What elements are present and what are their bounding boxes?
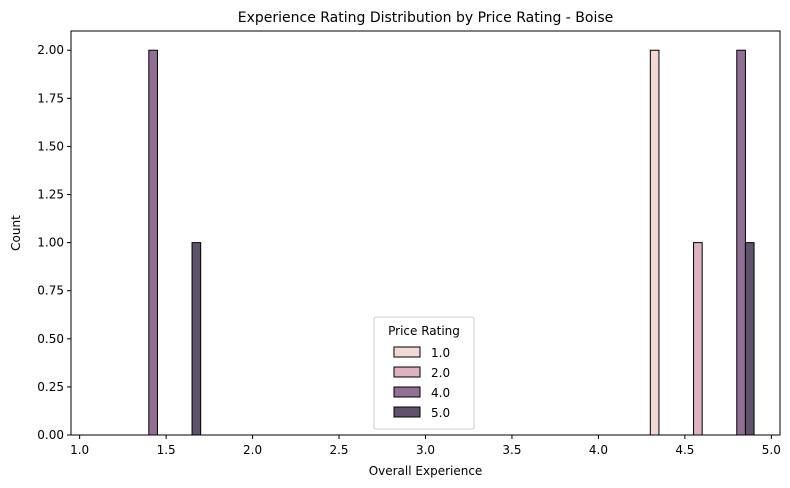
legend-swatch-2.0	[393, 366, 421, 378]
legend-title: Price Rating	[388, 324, 460, 338]
y-tick-label: 1.00	[37, 236, 64, 250]
y-tick-label: 2.00	[37, 43, 64, 57]
plot-area: 1.0 1.5 2.0 2.5 3.0 3.5 4.0 4.5 5.0 0.00 0.25 0.50 0…	[37, 30, 781, 457]
x-tick-label: 5.0	[762, 443, 781, 457]
y-tick-label: 0.00	[37, 428, 64, 442]
legend-swatch-1.0	[393, 346, 421, 358]
y-tick-label: 0.75	[37, 284, 64, 298]
bar-series-1.0-bin-16	[649, 49, 660, 436]
x-tick-label: 3.5	[502, 443, 521, 457]
legend-label-2.0: 2.0	[431, 366, 450, 380]
bar-series-2.0-bin-17	[693, 242, 703, 436]
legend-box	[373, 316, 475, 430]
y-tick-label: 0.25	[37, 380, 64, 394]
bar-series-4.0-bin-18	[736, 49, 746, 436]
x-tick-label: 2.5	[329, 443, 348, 457]
x-tick-label: 4.0	[589, 443, 608, 457]
y-axis-label: Count	[9, 215, 23, 251]
legend-label-1.0: 1.0	[431, 346, 450, 360]
bar-series-4.0-bin-1	[148, 49, 158, 436]
x-tick-label: 1.0	[70, 443, 89, 457]
bar-series-5.0-bin-2	[191, 242, 202, 436]
x-tick-label: 1.5	[157, 443, 176, 457]
legend-label-5.0: 5.0	[431, 406, 450, 420]
x-tick-label: 2.0	[243, 443, 262, 457]
bar-series-5.0-bin-18	[744, 242, 755, 436]
legend-swatch-4.0	[393, 386, 421, 398]
x-tick-label: 4.5	[675, 443, 694, 457]
x-axis-label: Overall Experience	[369, 464, 483, 478]
legend-swatch-5.0	[393, 406, 421, 418]
y-tick-label: 1.50	[37, 139, 64, 153]
y-tick-label: 1.25	[37, 188, 64, 202]
y-tick-label: 1.75	[37, 91, 64, 105]
x-tick-label: 3.0	[416, 443, 435, 457]
y-tick-label: 0.50	[37, 332, 64, 346]
legend: Price Rating 1.0 2.0 4.0 5.0	[373, 316, 475, 430]
legend-label-4.0: 4.0	[431, 386, 450, 400]
chart-title: Experience Rating Distribution by Price …	[238, 10, 614, 26]
